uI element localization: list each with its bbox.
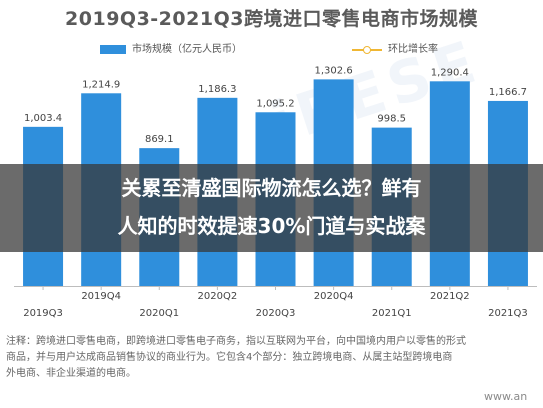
- legend-item-line: 环比增长率: [352, 40, 438, 55]
- x-tick-label-2020Q2: 2020Q2: [198, 291, 238, 302]
- legend-item-bar: 市场规模（亿元人民币）: [100, 40, 242, 55]
- legend-label-line: 环比增长率: [388, 44, 438, 55]
- legend-line-swatch: [352, 45, 382, 54]
- x-tick-label-2021Q1: 2021Q1: [372, 308, 412, 319]
- bar-label-2021Q3: 1,166.7: [489, 87, 527, 98]
- banner-text-line-1: 关累至清盛国际物流怎么选？鲜有: [121, 176, 422, 200]
- footnote: 注释：跨境进口零售电商，即跨境进口零售电子商务，指以互联网为平台，向中国境内用户…: [6, 334, 543, 382]
- banner-text-line-2: 人知的时效提速30%门道与实战案: [117, 214, 426, 238]
- legend-bar-swatch: [100, 44, 126, 54]
- bar-label-2021Q2: 1,290.4: [431, 67, 469, 78]
- x-tick-label-2021Q2: 2021Q2: [430, 291, 470, 302]
- bar-label-2019Q4: 1,214.9: [82, 79, 120, 90]
- bar-label-2020Q2: 1,186.3: [198, 84, 236, 95]
- bar-label-2020Q4: 1,302.6: [315, 65, 353, 76]
- x-tick-label-2020Q4: 2020Q4: [314, 291, 354, 302]
- overlay-banner: 关累至清盛国际物流怎么选？鲜有 人知的时效提速30%门道与实战案: [0, 164, 543, 252]
- bar-label-2020Q1: 869.1: [145, 134, 174, 145]
- bar-label-2020Q3: 1,095.2: [256, 98, 294, 109]
- footnote-line-2: 商品，并与用户达成商品销售协议的商业行为。它包含4个部分：独立跨境电商、从属主站…: [6, 352, 453, 363]
- x-tick-label-2021Q3: 2021Q3: [488, 308, 528, 319]
- footnote-line-3: 外电商、非企业渠道的电商。: [6, 368, 136, 379]
- x-tick-label-2019Q4: 2019Q4: [81, 291, 121, 302]
- bar-label-2019Q3: 1,003.4: [24, 113, 62, 124]
- x-tick-label-2020Q1: 2020Q1: [139, 308, 179, 319]
- chart-title: 2019Q3-2021Q3跨境进口零售电商市场规模: [65, 8, 478, 30]
- footnote-line-1: 注释：跨境进口零售电商，即跨境进口零售电子商务，指以互联网为平台，向中国境内用户…: [6, 336, 466, 347]
- x-tick-label-2019Q3: 2019Q3: [23, 308, 63, 319]
- bar-label-2021Q1: 998.5: [377, 114, 406, 125]
- source-watermark: www.an: [484, 390, 528, 403]
- legend-label-bar: 市场规模（亿元人民币）: [132, 44, 242, 55]
- x-tick-label-2020Q3: 2020Q3: [256, 308, 296, 319]
